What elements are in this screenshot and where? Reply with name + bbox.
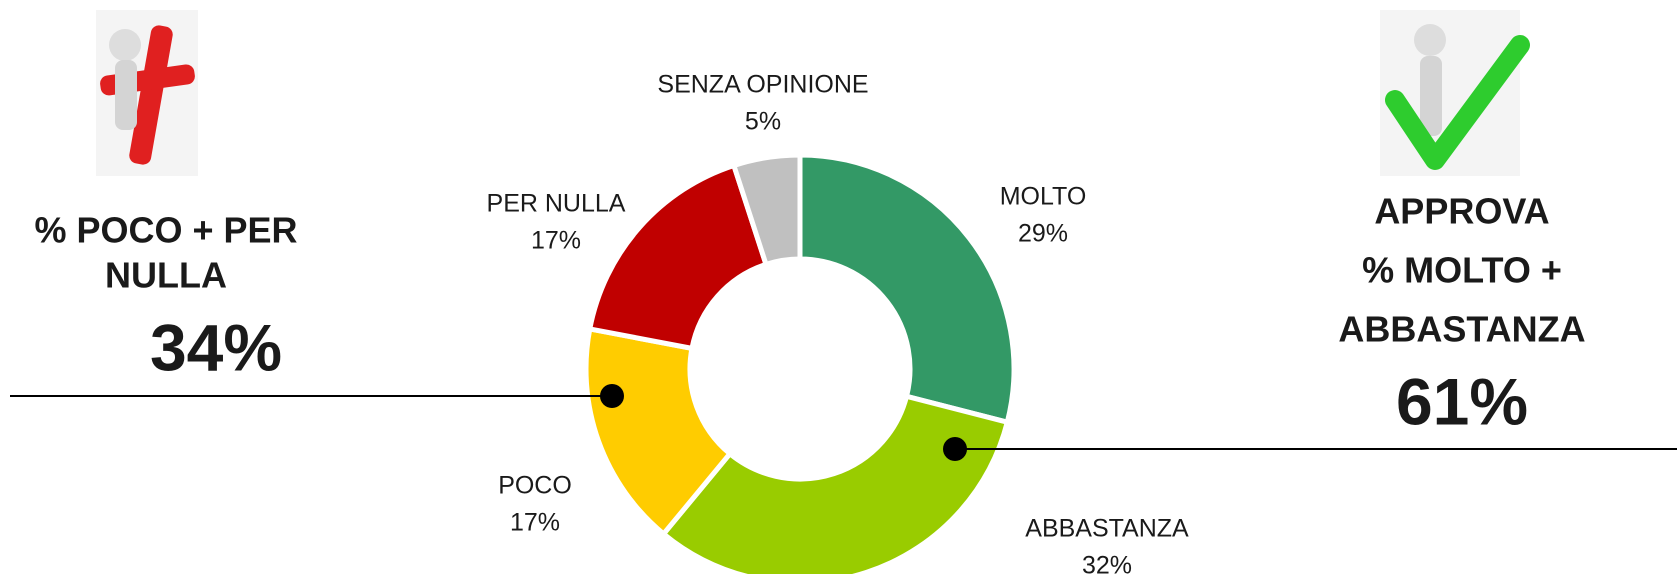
donut-slice: [797, 152, 1017, 426]
annotation-line: % POCO + PER: [34, 210, 297, 251]
slice-value-label: 17%: [510, 509, 560, 537]
slice-category-label: MOLTO: [1000, 183, 1087, 211]
donut-slice: [730, 152, 803, 268]
annotation-value: 34%: [150, 310, 282, 384]
donut-slice: [660, 393, 1011, 574]
slice-value-label: 32%: [1082, 552, 1132, 574]
approve-icon: [1380, 10, 1530, 176]
slice-category-label: POCO: [498, 472, 572, 500]
slice-category-label: PER NULLA: [487, 190, 626, 218]
connector-dot: [943, 437, 967, 461]
annotation-line: APPROVA: [1374, 191, 1549, 232]
annotation-value: 61%: [1396, 364, 1528, 438]
slice-value-label: 5%: [745, 108, 781, 136]
connector-dot: [600, 384, 624, 408]
disapprove-icon: [96, 10, 198, 176]
slice-category-label: ABBASTANZA: [1025, 515, 1189, 543]
slice-category-label: SENZA OPINIONE: [657, 71, 868, 99]
donut-slice: [583, 325, 734, 538]
annotation-line: ABBASTANZA: [1338, 309, 1585, 350]
slice-value-label: 29%: [1018, 220, 1068, 248]
annotation-line: NULLA: [105, 255, 227, 296]
annotation-line: % MOLTO +: [1362, 250, 1562, 291]
slice-value-label: 17%: [531, 227, 581, 255]
donut-slice: [586, 162, 770, 352]
